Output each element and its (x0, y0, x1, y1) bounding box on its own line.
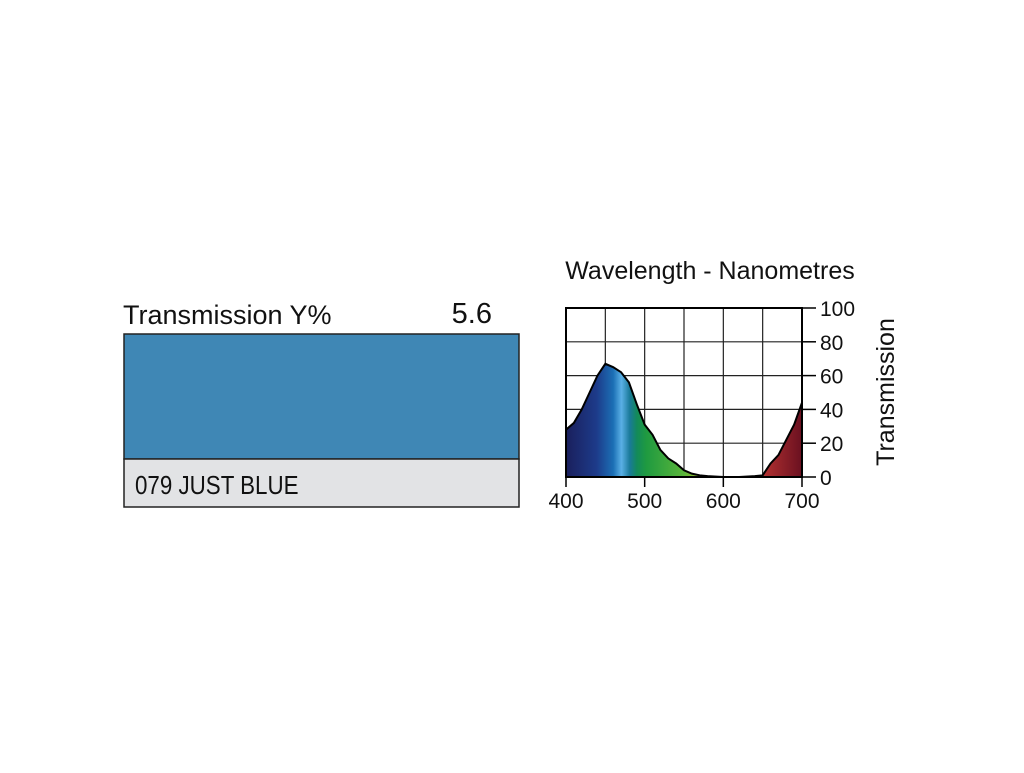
area-fill (566, 363, 802, 477)
plot: 0 20 40 60 80 100 400 500 600 700 (548, 298, 855, 513)
y-tick-label: 100 (820, 298, 855, 321)
swatch-label: Transmission Y% (123, 300, 332, 330)
x-tick-label: 600 (706, 490, 741, 513)
y-tick-label: 0 (820, 467, 832, 490)
swatch-name: 079 JUST BLUE (135, 471, 299, 500)
y-tick-label: 60 (820, 366, 843, 389)
swatch-color (123, 333, 520, 460)
area-line (565, 362, 803, 478)
y-tick-label: 20 (820, 433, 843, 456)
y-tick-label: 40 (820, 399, 843, 422)
swatch-value: 5.6 (452, 298, 492, 330)
x-tick-label: 700 (784, 490, 819, 513)
y-tick-label: 80 (820, 332, 843, 355)
chart-title: Wavelength - Nanometres (565, 257, 854, 285)
x-tick-label: 500 (627, 490, 662, 513)
plot-frame (565, 307, 803, 478)
swatch-name-box (123, 458, 520, 508)
y-axis-label: Transmission (872, 318, 900, 466)
x-tick-label: 400 (548, 490, 583, 513)
